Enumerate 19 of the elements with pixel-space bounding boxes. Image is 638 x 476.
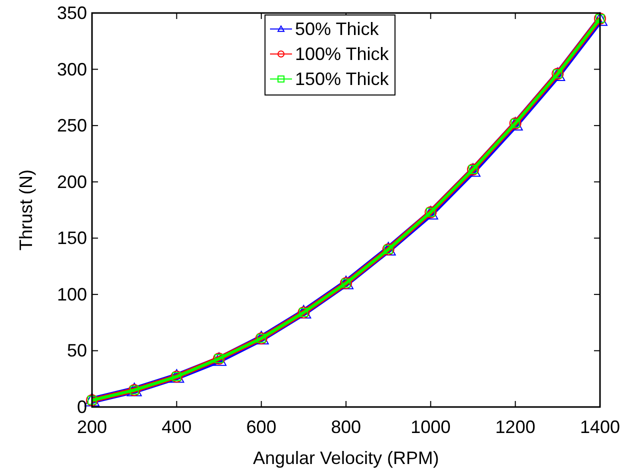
x-tick-label: 400 [162,417,192,437]
y-axis-title: Thrust (N) [16,170,36,250]
y-tick-label: 300 [56,59,87,80]
x-tick-label: 600 [246,417,276,437]
y-tick-label: 150 [56,228,87,248]
x-axis-title: Angular Velocity (RPM) [252,448,440,468]
y-tick-label: 250 [56,116,87,136]
legend-label: 100% Thick [295,44,390,64]
y-tick-label: 50 [66,340,87,361]
y-tick-label: 0 [76,397,87,417]
x-tick-label: 800 [330,417,362,437]
x-tick-label: 1200 [495,417,536,437]
y-tick-label: 100 [56,284,87,304]
legend-label: 150% Thick [295,69,390,89]
x-tick-label: 1400 [580,417,620,437]
y-tick-label: 350 [56,3,87,23]
legend-label: 50% Thick [295,19,380,39]
y-tick-label: 200 [56,172,87,192]
x-tick-label: 1000 [410,417,451,437]
